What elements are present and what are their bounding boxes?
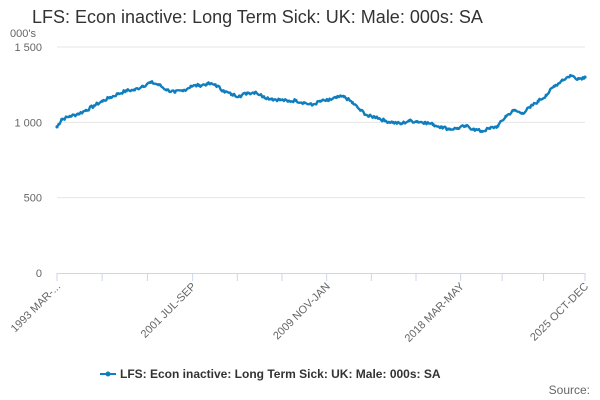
data-point[interactable] [472,127,476,131]
data-point[interactable] [132,88,137,92]
data-point[interactable] [278,98,282,102]
data-point[interactable] [149,80,153,84]
data-point[interactable] [100,99,104,103]
data-point[interactable] [189,84,193,88]
y-tick-label: 1 000 [14,117,42,129]
data-point[interactable] [528,105,532,109]
series-layer [55,74,587,133]
data-point[interactable] [350,101,355,105]
data-point[interactable] [326,98,330,103]
data-point[interactable] [60,117,64,121]
data-point[interactable] [439,125,443,129]
x-tick-label: 2009 NOV-JAN [271,281,333,343]
gridlines [57,46,585,199]
data-point[interactable] [415,120,419,124]
data-point[interactable] [318,99,322,103]
data-point[interactable] [165,88,169,92]
data-point[interactable] [463,124,468,128]
x-tick-label: 2025 OCT-DEC [528,281,591,344]
data-point[interactable] [92,104,96,108]
data-point[interactable] [576,77,581,81]
data-point[interactable] [552,84,556,88]
data-point[interactable] [262,95,266,99]
data-point[interactable] [116,92,120,96]
data-point[interactable] [124,89,128,93]
data-point[interactable] [512,108,516,112]
data-point[interactable] [270,97,274,101]
data-point[interactable] [504,114,508,118]
data-point[interactable] [221,89,225,93]
y-axis-unit-label: 000's [10,28,36,40]
data-point[interactable] [455,126,459,130]
data-point[interactable] [286,99,290,103]
y-tick-label: 1 500 [14,42,42,54]
data-point[interactable] [55,125,59,129]
data-point[interactable] [367,114,371,118]
data-point[interactable] [391,120,395,124]
data-point[interactable] [583,75,587,79]
y-tick-label: 500 [24,193,42,205]
y-tick-label: 0 [36,268,42,280]
legend[interactable]: LFS: Econ inactive: Long Term Sick: UK: … [100,367,441,381]
data-point[interactable] [213,83,217,87]
data-point[interactable] [431,123,435,127]
data-point[interactable] [302,101,306,105]
series-line[interactable] [55,74,586,133]
data-point[interactable] [181,89,185,93]
data-point[interactable] [560,78,565,82]
data-point[interactable] [197,83,201,87]
data-point[interactable] [375,115,379,119]
data-point[interactable] [237,94,242,98]
data-point[interactable] [310,103,314,107]
data-point[interactable] [544,93,548,97]
data-point[interactable] [520,111,524,115]
x-tick-label: 2001 JUL-SEP [139,281,199,341]
data-point[interactable] [536,99,540,103]
data-point[interactable] [480,129,484,133]
data-point[interactable] [399,122,403,126]
y-axis-tick-labels: 0 500 1 000 1 500 [14,42,42,280]
data-point[interactable] [108,95,112,100]
x-tick-label: 2018 MAR-MAY [403,280,468,345]
data-point[interactable] [84,108,88,112]
data-point[interactable] [342,95,346,99]
x-tick-label: 1993 MAR-... [9,281,63,335]
data-point[interactable] [294,98,298,103]
data-point[interactable] [76,112,80,116]
data-point[interactable] [488,126,492,130]
data-point[interactable] [254,90,258,94]
data-point[interactable] [568,74,573,78]
data-point[interactable] [229,92,233,97]
data-point[interactable] [383,119,387,123]
data-point[interactable] [205,82,209,86]
source-label: Source: [549,383,590,397]
data-point[interactable] [157,83,161,87]
x-axis: 1993 MAR-... 2001 JUL-SEP 2009 NOV-JAN 2018… [9,273,591,345]
data-point[interactable] [423,120,427,124]
data-point[interactable] [141,84,145,88]
legend-dot-marker [105,371,111,377]
data-point[interactable] [447,127,451,131]
data-point[interactable] [68,114,72,118]
chart-title: LFS: Econ inactive: Long Term Sick: UK: … [32,7,483,27]
data-point[interactable] [334,95,338,100]
data-point[interactable] [496,124,500,128]
legend-label: LFS: Econ inactive: Long Term Sick: UK: … [120,367,441,381]
data-point[interactable] [359,108,363,112]
data-point[interactable] [245,91,250,95]
data-point[interactable] [173,90,177,94]
data-point[interactable] [407,119,411,123]
